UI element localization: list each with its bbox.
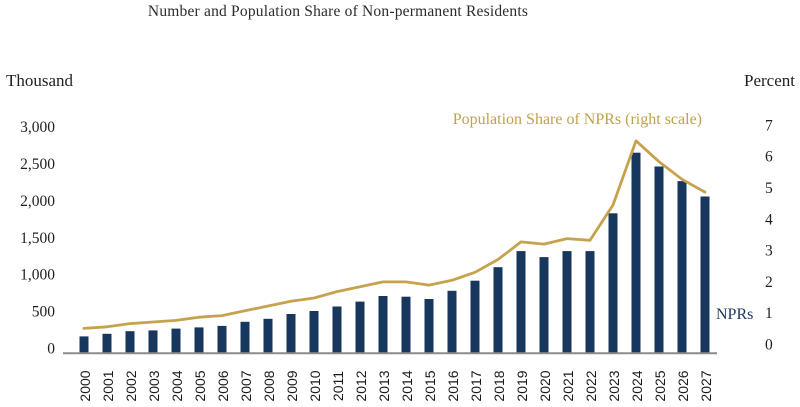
left-axis-tick-2500: 2,500 (20, 156, 55, 173)
right-axis-unit-label: Percent (744, 71, 795, 90)
x-axis-label-2017: 2017 (468, 370, 484, 401)
bar-2020 (539, 257, 549, 353)
bar-2022 (585, 251, 595, 353)
bar-2003 (148, 330, 158, 353)
bar-2011 (332, 306, 342, 353)
x-axis-label-2023: 2023 (606, 370, 622, 401)
bar-2012 (355, 301, 365, 353)
bar-2024 (631, 152, 641, 353)
bar-2016 (447, 290, 457, 353)
left-axis-tick-500: 500 (32, 304, 56, 321)
x-axis-label-2005: 2005 (192, 370, 208, 401)
bar-2013 (378, 296, 388, 353)
x-axis-label-2025: 2025 (652, 370, 668, 401)
bar-2025 (654, 166, 664, 353)
bar-2009 (286, 314, 296, 353)
bar-2006 (217, 325, 227, 353)
right-axis-tick-3: 3 (765, 243, 773, 260)
x-axis-label-2007: 2007 (238, 370, 254, 401)
bar-2018 (493, 267, 503, 353)
bar-2004 (171, 328, 181, 353)
x-axis-label-2027: 2027 (698, 370, 714, 401)
x-axis-label-2015: 2015 (422, 370, 438, 401)
right-axis-tick-0: 0 (765, 337, 773, 354)
left-axis-tick-0: 0 (47, 341, 55, 358)
x-axis-label-2012: 2012 (353, 370, 369, 401)
bar-2005 (194, 327, 204, 353)
x-axis-label-2024: 2024 (629, 370, 645, 401)
bar-2027 (700, 196, 710, 353)
bar-2023 (608, 213, 618, 353)
x-axis-label-2018: 2018 (491, 370, 507, 401)
left-axis-tick-1000: 1,000 (20, 267, 55, 284)
bar-2002 (125, 331, 135, 353)
x-axis-label-2013: 2013 (376, 370, 392, 401)
x-axis-label-2026: 2026 (675, 370, 691, 401)
right-axis-tick-5: 5 (765, 180, 773, 197)
npr-share-line (82, 139, 707, 330)
left-axis-tick-3000: 3,000 (20, 119, 55, 136)
bar-2014 (401, 296, 411, 353)
bar-series-annotation: NPRs (716, 306, 754, 323)
x-axis-label-2006: 2006 (215, 370, 231, 401)
line-series-annotation: Population Share of NPRs (right scale) (452, 111, 702, 128)
left-axis-unit-label: Thousand (6, 71, 74, 90)
right-axis-tick-7: 7 (765, 117, 773, 134)
x-axis-label-2020: 2020 (537, 370, 553, 401)
bar-2000 (79, 336, 89, 353)
x-axis-label-2008: 2008 (261, 370, 277, 401)
x-axis-label-2011: 2011 (330, 371, 346, 401)
x-axis-label-2002: 2002 (123, 370, 139, 401)
bar-2015 (424, 299, 434, 353)
chart-title: Number and Population Share of Non-perma… (147, 3, 529, 20)
x-axis-label-2004: 2004 (169, 370, 185, 401)
right-axis-tick-4: 4 (765, 211, 773, 228)
right-axis-tick-2: 2 (765, 274, 773, 291)
right-axis-tick-6: 6 (765, 149, 773, 166)
bar-2007 (240, 321, 250, 353)
x-axis-label-2001: 2001 (100, 370, 116, 401)
bar-2008 (263, 318, 273, 353)
bar-2001 (102, 333, 112, 353)
x-axis-label-2019: 2019 (514, 370, 530, 401)
bar-2026 (677, 181, 687, 353)
bar-2019 (516, 251, 526, 353)
bar-2010 (309, 311, 319, 353)
x-axis-label-2014: 2014 (399, 370, 415, 401)
x-axis-label-2021: 2021 (560, 370, 576, 401)
x-axis-label-2010: 2010 (307, 370, 323, 401)
left-axis-tick-2000: 2,000 (20, 193, 55, 210)
x-axis-label-2016: 2016 (445, 370, 461, 401)
right-axis-tick-1: 1 (765, 305, 773, 322)
x-axis-label-2000: 2000 (77, 370, 93, 401)
left-axis-tick-1500: 1,500 (20, 230, 55, 247)
x-axis-label-2022: 2022 (583, 370, 599, 401)
x-axis-label-2003: 2003 (146, 370, 162, 401)
x-axis-label-2009: 2009 (284, 370, 300, 401)
bar-2021 (562, 251, 572, 353)
bar-2017 (470, 280, 480, 353)
